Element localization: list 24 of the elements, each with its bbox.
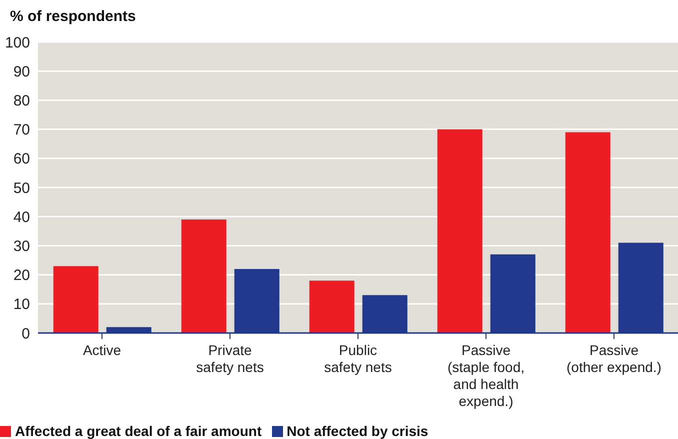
y-axis-title: % of respondents [10, 8, 136, 25]
y-tick-label: 70 [13, 122, 30, 139]
x-tick-label: Passive (other expend.) [566, 342, 662, 375]
bar [565, 132, 610, 333]
x-tick-label: Public safety nets [324, 342, 392, 375]
y-tick-label: 100 [4, 34, 30, 52]
y-tick-label: 40 [13, 208, 30, 226]
y-tick-label: 50 [13, 180, 30, 197]
y-tick-label: 0 [22, 325, 30, 342]
y-tick-label: 80 [13, 92, 30, 110]
x-tick-label: Private safety nets [196, 342, 264, 375]
x-tick-label: Active [82, 342, 122, 358]
bar [53, 266, 98, 333]
legend-label: Not affected by crisis [286, 423, 428, 439]
bar [437, 129, 482, 333]
bar [181, 220, 226, 333]
y-tick-label: 10 [13, 296, 30, 314]
y-tick-label: 30 [13, 238, 30, 256]
y-tick-label: 60 [13, 150, 30, 168]
y-tick-label: 20 [13, 267, 30, 284]
x-tick-label: Passive (staple food, and health expend.) [447, 342, 525, 409]
bar [309, 280, 354, 333]
y-tick-label: 90 [13, 63, 30, 80]
legend-label: Affected a great deal of a fair amount [14, 423, 262, 439]
